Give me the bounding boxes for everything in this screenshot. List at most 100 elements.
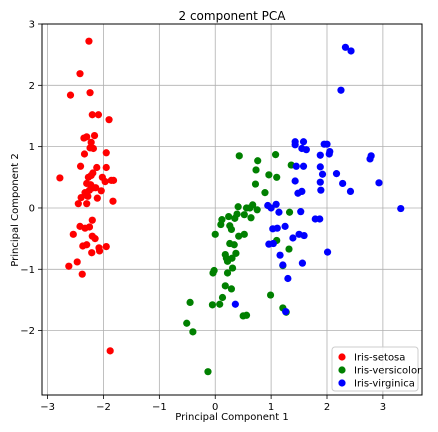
data-point bbox=[94, 111, 103, 119]
data-point bbox=[105, 116, 113, 124]
data-point bbox=[227, 285, 236, 293]
data-point bbox=[88, 111, 96, 119]
x-tick-label: 2 bbox=[324, 402, 330, 413]
grid-lines bbox=[42, 23, 422, 395]
data-point bbox=[332, 170, 341, 178]
x-tick-label: 3 bbox=[380, 402, 386, 413]
data-point bbox=[101, 177, 109, 186]
data-point bbox=[208, 301, 217, 309]
data-point bbox=[88, 249, 96, 257]
data-point bbox=[234, 203, 242, 211]
y-tick-label: 2 bbox=[29, 81, 35, 92]
data-point bbox=[273, 224, 281, 232]
x-tick-label: −3 bbox=[40, 402, 55, 413]
data-point bbox=[298, 187, 306, 196]
data-point bbox=[347, 47, 355, 55]
data-point bbox=[225, 212, 233, 221]
legend-marker bbox=[338, 353, 346, 361]
data-point bbox=[91, 235, 99, 243]
data-point bbox=[242, 204, 251, 212]
data-point bbox=[109, 197, 117, 205]
data-point bbox=[272, 200, 280, 208]
legend-marker bbox=[338, 379, 346, 387]
series-iris-virginica bbox=[231, 43, 405, 316]
data-point bbox=[85, 223, 94, 231]
data-point bbox=[281, 222, 289, 230]
x-tick-label: −1 bbox=[152, 402, 167, 413]
data-point bbox=[76, 222, 84, 230]
data-point bbox=[69, 230, 77, 238]
data-point bbox=[88, 216, 96, 224]
data-point bbox=[66, 91, 75, 99]
legend-label: Iris-versicolor bbox=[354, 366, 422, 377]
data-point bbox=[189, 328, 197, 336]
series-iris-versicolor bbox=[183, 151, 295, 376]
x-tick-label: −2 bbox=[96, 402, 111, 413]
data-point bbox=[80, 134, 88, 142]
data-point bbox=[85, 37, 93, 45]
data-point bbox=[90, 132, 99, 140]
data-point bbox=[76, 162, 85, 170]
data-point bbox=[92, 184, 100, 192]
data-point bbox=[341, 43, 350, 51]
data-point bbox=[247, 214, 255, 222]
y-tick-label: −2 bbox=[20, 326, 35, 337]
data-point bbox=[397, 204, 405, 213]
data-point bbox=[285, 245, 293, 253]
data-point bbox=[254, 157, 262, 165]
data-point bbox=[298, 259, 307, 267]
data-point bbox=[223, 257, 232, 265]
plot-frame bbox=[41, 23, 423, 396]
data-point bbox=[251, 180, 260, 188]
data-point bbox=[84, 192, 92, 200]
data-point bbox=[235, 232, 243, 240]
data-point bbox=[284, 274, 292, 283]
data-point bbox=[235, 152, 243, 160]
data-point bbox=[323, 248, 332, 256]
data-point bbox=[264, 201, 272, 210]
y-tick-label: 0 bbox=[29, 203, 35, 214]
data-point bbox=[271, 151, 280, 159]
x-axis-title: Principal Component 1 bbox=[175, 412, 288, 423]
data-point bbox=[252, 166, 260, 174]
x-tick-label: 0 bbox=[212, 402, 218, 413]
data-point bbox=[291, 141, 299, 149]
data-point bbox=[210, 266, 218, 275]
data-point bbox=[298, 144, 306, 153]
data-point bbox=[93, 194, 101, 202]
data-point bbox=[282, 308, 290, 316]
data-point bbox=[299, 162, 308, 170]
y-tick-label: 3 bbox=[29, 20, 35, 31]
data-point bbox=[78, 270, 86, 278]
data-point bbox=[323, 140, 331, 148]
data-point bbox=[285, 208, 294, 216]
data-point bbox=[300, 231, 308, 240]
data-point bbox=[109, 176, 118, 184]
data-point bbox=[366, 155, 374, 163]
y-tick-label: −1 bbox=[20, 265, 35, 276]
data-point bbox=[56, 174, 64, 182]
data-point bbox=[266, 291, 275, 299]
data-point bbox=[289, 234, 297, 242]
data-point bbox=[223, 269, 232, 277]
data-point bbox=[89, 144, 98, 153]
data-point bbox=[318, 170, 327, 178]
data-points bbox=[56, 37, 405, 376]
legend: Iris-setosa Iris-versicolor Iris-virginica bbox=[331, 346, 422, 392]
data-point bbox=[231, 300, 239, 308]
data-point bbox=[325, 150, 333, 158]
data-point bbox=[273, 173, 281, 181]
data-point bbox=[77, 193, 85, 202]
x-tick-label: 1 bbox=[268, 402, 274, 413]
data-point bbox=[76, 70, 84, 78]
data-point bbox=[275, 208, 283, 216]
data-point bbox=[299, 138, 308, 146]
legend-box bbox=[331, 346, 419, 392]
data-point bbox=[221, 282, 229, 290]
data-point bbox=[253, 206, 261, 214]
data-point bbox=[316, 163, 324, 171]
data-point bbox=[86, 89, 94, 97]
data-point bbox=[316, 151, 324, 159]
data-point bbox=[83, 200, 91, 208]
